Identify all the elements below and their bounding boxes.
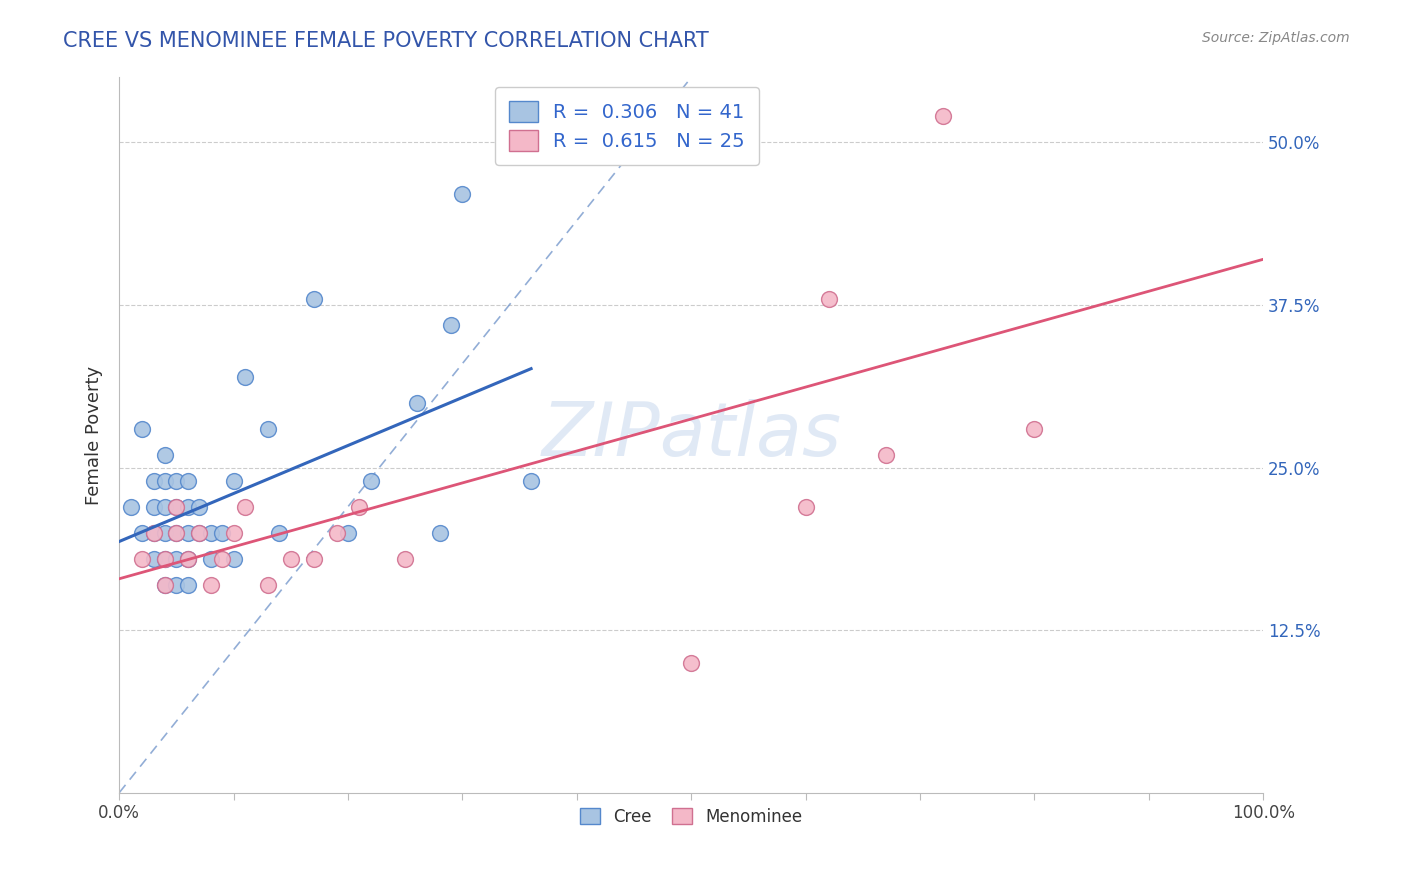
Point xyxy=(257,577,280,591)
Point xyxy=(142,525,165,540)
Point xyxy=(177,525,200,540)
Point xyxy=(153,448,176,462)
Point xyxy=(1024,421,1046,435)
Point xyxy=(269,525,291,540)
Point xyxy=(166,551,188,566)
Point xyxy=(222,551,245,566)
Point xyxy=(302,551,325,566)
Y-axis label: Female Poverty: Female Poverty xyxy=(86,366,103,505)
Point xyxy=(222,474,245,488)
Point xyxy=(349,500,371,514)
Point xyxy=(875,448,897,462)
Point xyxy=(360,474,382,488)
Point xyxy=(166,525,188,540)
Point xyxy=(188,525,211,540)
Point xyxy=(188,500,211,514)
Point xyxy=(166,577,188,591)
Point xyxy=(451,187,474,202)
Point xyxy=(177,474,200,488)
Point xyxy=(794,500,817,514)
Point xyxy=(166,500,188,514)
Point xyxy=(429,525,451,540)
Point xyxy=(142,474,165,488)
Point xyxy=(166,500,188,514)
Point xyxy=(142,551,165,566)
Point xyxy=(280,551,302,566)
Point xyxy=(177,551,200,566)
Point xyxy=(188,525,211,540)
Point xyxy=(166,525,188,540)
Point xyxy=(131,551,153,566)
Point xyxy=(142,500,165,514)
Point xyxy=(302,292,325,306)
Point xyxy=(120,500,142,514)
Point xyxy=(153,474,176,488)
Point xyxy=(520,474,543,488)
Text: ZIPatlas: ZIPatlas xyxy=(541,399,841,471)
Point xyxy=(257,421,280,435)
Point xyxy=(440,318,463,332)
Point xyxy=(817,292,839,306)
Point xyxy=(177,551,200,566)
Point xyxy=(153,525,176,540)
Point xyxy=(142,525,165,540)
Point xyxy=(131,525,153,540)
Point xyxy=(153,551,176,566)
Point xyxy=(200,525,222,540)
Legend: Cree, Menominee: Cree, Menominee xyxy=(572,800,811,834)
Point xyxy=(177,500,200,514)
Point xyxy=(325,525,347,540)
Point xyxy=(405,395,427,409)
Point xyxy=(394,551,416,566)
Point xyxy=(166,474,188,488)
Point xyxy=(681,656,703,670)
Point xyxy=(737,136,759,150)
Point xyxy=(131,421,153,435)
Point xyxy=(153,577,176,591)
Point xyxy=(233,369,256,384)
Point xyxy=(222,525,245,540)
Point xyxy=(233,500,256,514)
Point xyxy=(200,551,222,566)
Point xyxy=(153,500,176,514)
Point xyxy=(211,525,233,540)
Point xyxy=(200,577,222,591)
Point xyxy=(932,110,955,124)
Text: CREE VS MENOMINEE FEMALE POVERTY CORRELATION CHART: CREE VS MENOMINEE FEMALE POVERTY CORRELA… xyxy=(63,31,709,51)
Point xyxy=(337,525,360,540)
Point xyxy=(177,577,200,591)
Point xyxy=(211,551,233,566)
Point xyxy=(153,551,176,566)
Text: Source: ZipAtlas.com: Source: ZipAtlas.com xyxy=(1202,31,1350,45)
Point xyxy=(153,577,176,591)
